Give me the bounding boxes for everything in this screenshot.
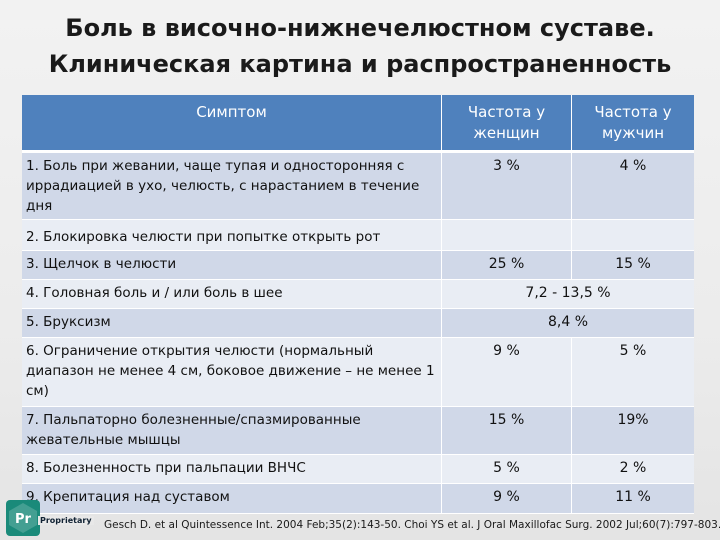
symptom-cell: 9. Крепитация над суставом (22, 484, 442, 514)
table-row: 9. Крепитация над суставом 9 % 11 % (22, 484, 694, 514)
women-frequency-cell: 5 % (442, 455, 572, 484)
men-frequency-cell: 5 % (572, 338, 694, 407)
women-frequency-cell: 3 % (442, 153, 572, 220)
men-frequency-cell: 19% (572, 407, 694, 455)
table-row: 7. Пальпаторно болезненные/спазмированны… (22, 407, 694, 455)
men-frequency-cell: 11 % (572, 484, 694, 514)
table-row: 4. Головная боль и / или боль в шее 7,2 … (22, 280, 694, 309)
slide-title-line-1: Боль в височно-нижнечелюстном суставе. (65, 14, 655, 42)
women-frequency-cell: 9 % (442, 484, 572, 514)
men-frequency-cell: 15 % (572, 251, 694, 280)
symptom-cell: 4. Головная боль и / или боль в шее (22, 280, 442, 309)
logo-icon: Pr (6, 500, 40, 536)
slide-title-line-2: Клиническая картина и распространенность (48, 50, 672, 78)
women-frequency-cell: 9 % (442, 338, 572, 407)
header-symptom: Симптом (22, 95, 442, 153)
logo: Pr Proprietary (2, 496, 94, 540)
table-row: 3. Щелчок в челюсти 25 % 15 % (22, 251, 694, 280)
women-frequency-cell: 25 % (442, 251, 572, 280)
symptom-cell: 7. Пальпаторно болезненные/спазмированны… (22, 407, 442, 455)
men-frequency-cell (572, 220, 694, 251)
women-frequency-cell: 15 % (442, 407, 572, 455)
table-row: 6. Ограничение открытия челюсти (нормаль… (22, 338, 694, 407)
logo-text: Proprietary (38, 516, 94, 525)
symptom-cell: 3. Щелчок в челюсти (22, 251, 442, 280)
citation: Gesch D. et al Quintessence Int. 2004 Fe… (104, 519, 720, 531)
symptoms-table: Симптом Частота у женщин Частота у мужчи… (22, 95, 694, 514)
men-frequency-cell: 2 % (572, 455, 694, 484)
symptom-cell: 6. Ограничение открытия челюсти (нормаль… (22, 338, 442, 407)
header-men: Частота у мужчин (572, 95, 694, 153)
header-women: Частота у женщин (442, 95, 572, 153)
symptom-cell: 5. Бруксизм (22, 309, 442, 338)
women-frequency-cell (442, 220, 572, 251)
combined-frequency-cell: 8,4 % (442, 309, 694, 338)
table-row: 2. Блокировка челюсти при попытке открыт… (22, 220, 694, 251)
symptom-cell: 1. Боль при жевании, чаще тупая и одност… (22, 153, 442, 220)
table-row: 8. Болезненность при пальпации ВНЧС 5 % … (22, 455, 694, 484)
men-frequency-cell: 4 % (572, 153, 694, 220)
symptom-cell: 2. Блокировка челюсти при попытке открыт… (22, 220, 442, 251)
logo-mark-text: Pr (15, 512, 32, 527)
symptom-cell: 8. Болезненность при пальпации ВНЧС (22, 455, 442, 484)
table-header-row: Симптом Частота у женщин Частота у мужчи… (22, 95, 694, 153)
table-row: 5. Бруксизм 8,4 % (22, 309, 694, 338)
slide-title: Боль в височно-нижнечелюстном суставе. К… (0, 10, 720, 82)
table-row: 1. Боль при жевании, чаще тупая и одност… (22, 153, 694, 220)
combined-frequency-cell: 7,2 - 13,5 % (442, 280, 694, 309)
